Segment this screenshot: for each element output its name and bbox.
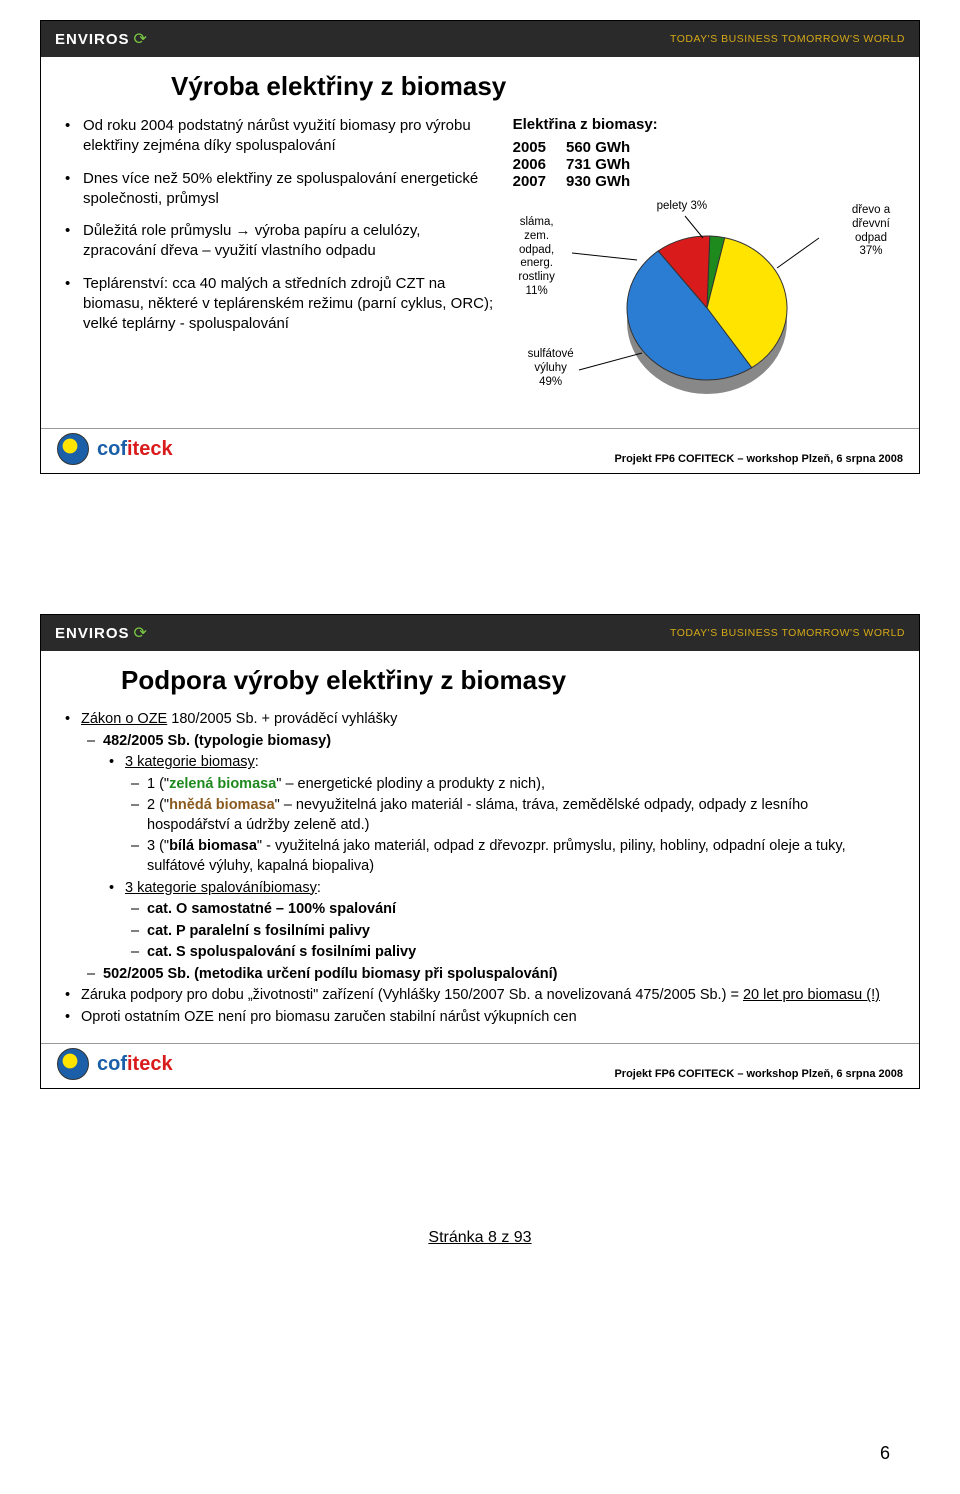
bullet-text: Důležitá role průmyslu → výroba papíru a… xyxy=(83,221,497,262)
slide-title: Podpora výroby elektřiny z biomasy xyxy=(41,651,919,706)
brand-logo: ENVIROS ⟳ xyxy=(55,29,147,49)
slide-podpora: ENVIROS ⟳ TODAY'S BUSINESS TOMORROW'S WO… xyxy=(40,614,920,1089)
pie-label-slama: sláma,zem.odpad,energ.rostliny11% xyxy=(507,216,567,299)
fp6-logo-icon xyxy=(57,433,89,465)
slide2-body: •Zákon o OZE 180/2005 Sb. + prováděcí vy… xyxy=(41,706,919,1043)
brand-name: ENVIROS xyxy=(55,31,130,48)
page-number: 6 xyxy=(880,1443,890,1464)
list-item: –2 ("hnědá biomasa" – nevyužitelná jako … xyxy=(131,796,895,835)
list-item: –cat. O samostatné – 100% spalování xyxy=(131,900,895,920)
list-item: •3 kategorie spalováníbiomasy: xyxy=(109,879,895,899)
stat-year: 2006 xyxy=(513,156,546,173)
footer-logos: cofiteck xyxy=(57,1048,173,1080)
footer-logos: cofiteck xyxy=(57,433,173,465)
pie-label-drevo: dřevo adřevvníodpad37% xyxy=(843,204,899,259)
list-item: –502/2005 Sb. (metodika určení podílu bi… xyxy=(87,965,895,985)
page-label: Stránka 8 z 93 xyxy=(40,1229,920,1247)
right-column: Elektřina z biomasy: 2005 560 GWh 2006 731… xyxy=(507,116,899,418)
stat-value: 930 GWh xyxy=(566,173,630,190)
cof-part2: iteck xyxy=(127,438,173,461)
pie-chart: sláma,zem.odpad,energ.rostliny11% pelety… xyxy=(507,198,899,418)
list-item: –482/2005 Sb. (typologie biomasy) xyxy=(87,732,895,752)
bullet-item: •Důležitá role průmyslu → výroba papíru … xyxy=(65,221,497,262)
list-text: cat. P paralelní s fosilními palivy xyxy=(147,922,370,942)
slide-body: •Od roku 2004 podstatný nárůst využití b… xyxy=(41,112,919,428)
cofiteck-logo: cofiteck xyxy=(97,438,173,461)
cofiteck-logo: cofiteck xyxy=(97,1053,173,1076)
brand-tagline: TODAY'S BUSINESS TOMORROW'S WORLD xyxy=(670,33,905,45)
brand-logo: ENVIROS ⟳ xyxy=(55,623,147,643)
slide-footer: cofiteck Projekt FP6 COFITECK – workshop… xyxy=(41,1043,919,1088)
footer-project-text: Projekt FP6 COFITECK – workshop Plzeň, 6… xyxy=(614,1068,903,1080)
cof-part1: cof xyxy=(97,1053,127,1076)
list-text: Zákon o OZE 180/2005 Sb. + prováděcí vyh… xyxy=(81,710,397,730)
list-item: •3 kategorie biomasy: xyxy=(109,753,895,773)
brand-swirl-icon: ⟳ xyxy=(134,29,147,49)
stat-row: 2006 731 GWh xyxy=(507,156,899,173)
list-text: cat. O samostatné – 100% spalování xyxy=(147,900,396,920)
stat-row: 2005 560 GWh xyxy=(507,139,899,156)
brand-name: ENVIROS xyxy=(55,625,130,642)
slide-title: Výroba elektřiny z biomasy xyxy=(41,57,919,112)
pie-label-sulfat: sulfátovévýluhy49% xyxy=(521,348,581,389)
list-item: •Zákon o OZE 180/2005 Sb. + prováděcí vy… xyxy=(65,710,895,730)
slide-footer: cofiteck Projekt FP6 COFITECK – workshop… xyxy=(41,428,919,473)
list-item: –3 ("bílá biomasa" - využitelná jako mat… xyxy=(131,837,895,876)
list-item: •Oproti ostatním OZE není pro biomasu za… xyxy=(65,1008,895,1028)
bullet-text: Dnes více než 50% elektřiny ze spoluspal… xyxy=(83,169,497,210)
bullet-list: •Od roku 2004 podstatný nárůst využití b… xyxy=(65,116,497,418)
stats-title: Elektřina z biomasy: xyxy=(507,116,899,133)
brand-tagline: TODAY'S BUSINESS TOMORROW'S WORLD xyxy=(670,627,905,639)
slide-vyroba: ENVIROS ⟳ TODAY'S BUSINESS TOMORROW'S WO… xyxy=(40,20,920,474)
stat-value: 560 GWh xyxy=(566,139,630,156)
list-item: –1 ("zelená biomasa" – energetické plodi… xyxy=(131,775,895,795)
bullet-item: •Teplárenství: cca 40 malých a středních… xyxy=(65,274,497,335)
list-item: –cat. S spoluspalování s fosilními paliv… xyxy=(131,943,895,963)
list-text: Oproti ostatním OZE není pro biomasu zar… xyxy=(81,1008,577,1028)
stat-row: 2007 930 GWh xyxy=(507,173,899,190)
list-text: 1 ("zelená biomasa" – energetické plodin… xyxy=(147,775,545,795)
fp6-logo-icon xyxy=(57,1048,89,1080)
stat-year: 2005 xyxy=(513,139,546,156)
list-text: 502/2005 Sb. (metodika určení podílu bio… xyxy=(103,965,557,985)
list-item: •Záruka podpory pro dobu „životnosti" za… xyxy=(65,986,895,1006)
list-item: –cat. P paralelní s fosilními palivy xyxy=(131,922,895,942)
cof-part2: iteck xyxy=(127,1053,173,1076)
list-text: 482/2005 Sb. (typologie biomasy) xyxy=(103,732,331,752)
list-text: 3 kategorie spalováníbiomasy: xyxy=(125,879,321,899)
list-text: 2 ("hnědá biomasa" – nevyužitelná jako m… xyxy=(147,796,895,835)
pie-label-pelety: pelety 3% xyxy=(657,200,708,214)
bullet-text: Teplárenství: cca 40 malých a středních … xyxy=(83,274,497,335)
stat-year: 2007 xyxy=(513,173,546,190)
stat-value: 731 GWh xyxy=(566,156,630,173)
list-text: cat. S spoluspalování s fosilními palivy xyxy=(147,943,416,963)
cof-part1: cof xyxy=(97,438,127,461)
bullet-item: •Dnes více než 50% elektřiny ze spoluspa… xyxy=(65,169,497,210)
list-text: Záruka podpory pro dobu „životnosti" zař… xyxy=(81,986,880,1006)
bullet-text: Od roku 2004 podstatný nárůst využití bi… xyxy=(83,116,497,157)
list-text: 3 ("bílá biomasa" - využitelná jako mate… xyxy=(147,837,895,876)
list-text: 3 kategorie biomasy: xyxy=(125,753,259,773)
brand-swirl-icon: ⟳ xyxy=(134,623,147,643)
slide-header: ENVIROS ⟳ TODAY'S BUSINESS TOMORROW'S WO… xyxy=(41,21,919,57)
footer-project-text: Projekt FP6 COFITECK – workshop Plzeň, 6… xyxy=(614,453,903,465)
bullet-item: •Od roku 2004 podstatný nárůst využití b… xyxy=(65,116,497,157)
slide-header: ENVIROS ⟳ TODAY'S BUSINESS TOMORROW'S WO… xyxy=(41,615,919,651)
